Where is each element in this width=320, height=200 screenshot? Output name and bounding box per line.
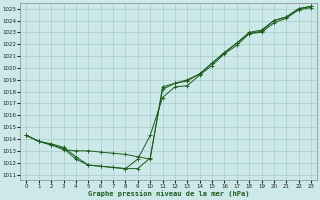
- X-axis label: Graphe pression niveau de la mer (hPa): Graphe pression niveau de la mer (hPa): [88, 190, 250, 197]
